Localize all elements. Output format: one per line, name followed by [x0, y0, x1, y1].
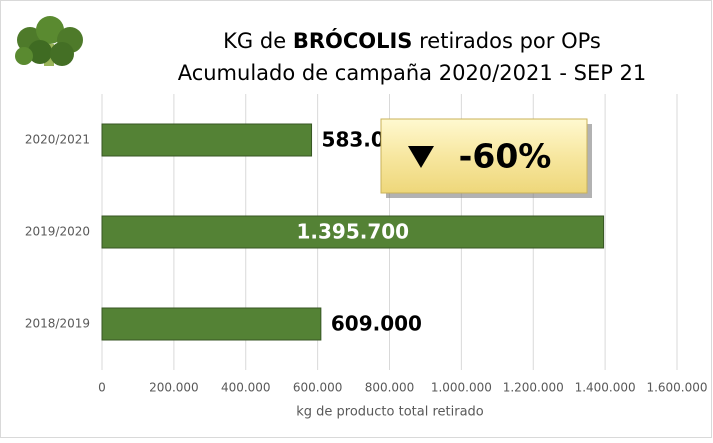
chart-subtitle: Acumulado de campaña 2020/2021 - SEP 21 [178, 61, 647, 85]
y-tick-label: 2019/2020 [25, 225, 90, 239]
x-tick-label: 600.000 [293, 381, 343, 395]
x-tick-label: 1.000.000 [431, 381, 492, 395]
x-tick-label: 0 [98, 381, 106, 395]
y-tick-label: 2020/2021 [25, 133, 90, 147]
x-tick-label: 1.600.000 [646, 381, 707, 395]
value-label: 609.000 [331, 312, 422, 336]
value-label: 1.395.700 [296, 220, 409, 244]
bar [102, 308, 321, 340]
chart: KG de BRÓCOLIS retirados por OPs Acumula… [0, 0, 713, 439]
title-bold: BRÓCOLIS [293, 28, 413, 53]
x-tick-label: 400.000 [221, 381, 271, 395]
x-axis-title: kg de producto total retirado [296, 405, 484, 420]
x-tick-label: 1.400.000 [575, 381, 636, 395]
x-tick-label: 800.000 [365, 381, 415, 395]
bar [102, 124, 312, 156]
y-tick-label: 2018/2019 [25, 317, 90, 331]
title-part: retirados por OPs [419, 29, 601, 53]
annotation-text: -60% [459, 137, 552, 176]
title-part: KG de [223, 29, 286, 53]
x-tick-label: 1.200.000 [503, 381, 564, 395]
chart-title: KG de BRÓCOLIS retirados por OPs [223, 28, 601, 53]
x-tick-label: 200.000 [149, 381, 199, 395]
annotation: -60% [381, 119, 592, 198]
